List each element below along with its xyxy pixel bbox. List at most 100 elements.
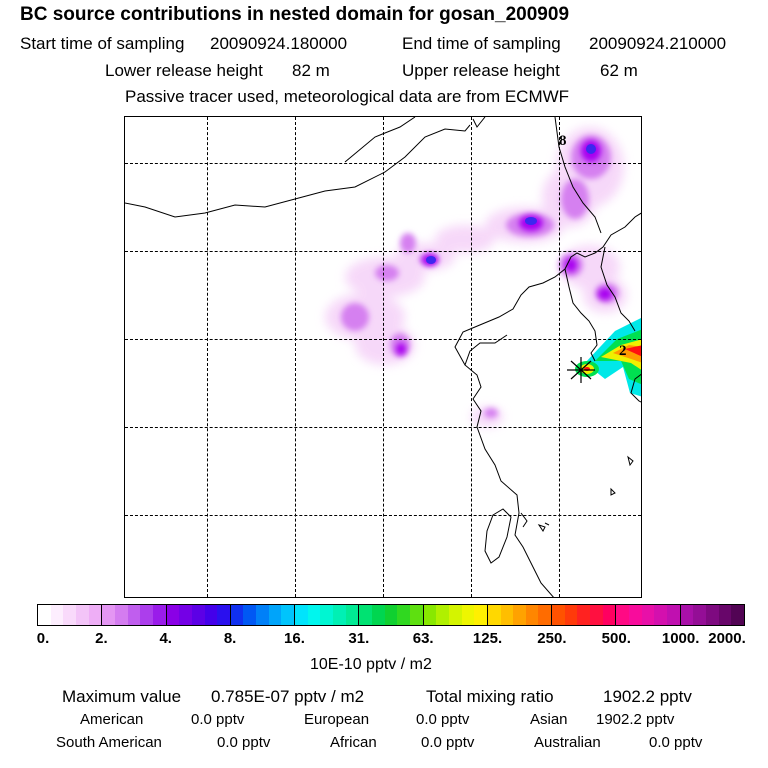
- colorbar-segment: [552, 605, 617, 625]
- colorbar-swatch: [667, 605, 680, 625]
- colorbar-swatch: [114, 605, 128, 625]
- colorbar-swatch: [436, 605, 449, 625]
- colorbar-segment: [680, 605, 744, 625]
- colorbar-swatch: [333, 605, 346, 625]
- colorbar-segment: [102, 605, 167, 625]
- region-name: South American: [56, 734, 162, 751]
- colorbar-swatch: [371, 605, 385, 625]
- colorbar-tick-label: 250.: [537, 630, 567, 647]
- colorbar-units: 10E-10 pptv / m2: [310, 656, 432, 673]
- colorbar-swatch: [345, 605, 359, 625]
- map-canvas: [125, 117, 641, 597]
- gridline-lon: [559, 117, 560, 597]
- colorbar-swatch: [63, 605, 76, 625]
- colorbar-swatch: [474, 605, 487, 625]
- gridline-lon: [383, 117, 384, 597]
- map-label-day: 2: [619, 343, 627, 359]
- colorbar-swatch: [500, 605, 514, 625]
- colorbar-swatch: [705, 605, 719, 625]
- colorbar-swatch: [75, 605, 89, 625]
- start-time-label: Start time of sampling: [20, 34, 185, 53]
- source-marker: [567, 357, 595, 383]
- colorbar-swatch: [295, 605, 308, 625]
- colorbar-swatch: [538, 605, 552, 625]
- colorbar-swatch: [718, 605, 732, 625]
- upper-release-label: Upper release height: [402, 61, 560, 80]
- colorbar-swatch: [127, 605, 141, 625]
- colorbar-swatch: [281, 605, 295, 625]
- colorbar-segment: [423, 605, 488, 625]
- colorbar-swatch: [680, 605, 694, 625]
- map-label-day: 8: [559, 133, 567, 149]
- colorbar-swatch: [384, 605, 398, 625]
- end-time-label: End time of sampling: [402, 34, 561, 53]
- colorbar-swatch: [359, 605, 372, 625]
- region-name: Australian: [534, 734, 601, 751]
- gridline-lat: [125, 163, 641, 164]
- gridline-lat: [125, 251, 641, 252]
- colorbar-tick-label: 31.: [348, 630, 370, 647]
- tracer-note: Passive tracer used, meteorological data…: [125, 87, 570, 106]
- colorbar-swatch: [590, 605, 603, 625]
- region-value: 0.0 pptv: [649, 734, 703, 751]
- gridline-lat: [125, 515, 641, 516]
- colorbar-swatch: [513, 605, 526, 625]
- region-value: 0.0 pptv: [217, 734, 271, 751]
- colorbar-swatch: [577, 605, 591, 625]
- colorbar-tick-label: 0.: [36, 630, 50, 647]
- colorbar-swatch: [88, 605, 102, 625]
- colorbar-swatch: [140, 605, 153, 625]
- colorbar-swatch: [320, 605, 334, 625]
- colorbar-swatch: [564, 605, 578, 625]
- colorbar-swatch: [50, 605, 64, 625]
- region-value: 1902.2 pptv: [596, 711, 675, 728]
- gridline-lat: [125, 427, 641, 428]
- colorbar-swatch: [693, 605, 706, 625]
- region-name: African: [330, 734, 377, 751]
- start-time-value: 20090924.180000: [210, 34, 348, 53]
- colorbar-swatch: [409, 605, 423, 625]
- region-name: Asian: [530, 711, 568, 728]
- total-mixing-value: 1902.2 pptv: [603, 687, 692, 706]
- colorbar-swatch: [461, 605, 475, 625]
- gridline-lon: [471, 117, 472, 597]
- colorbar-swatch: [243, 605, 257, 625]
- colorbar-swatch: [525, 605, 539, 625]
- colorbar-swatch: [204, 605, 218, 625]
- end-time-value: 20090924.210000: [589, 34, 727, 53]
- gridline-lon: [295, 117, 296, 597]
- gridline-lat: [125, 339, 641, 340]
- colorbar-swatch: [307, 605, 321, 625]
- colorbar-tick-label: 1000.: [661, 630, 700, 647]
- colorbar-swatch: [487, 605, 501, 625]
- colorbar-tick-label: 125.: [472, 630, 503, 647]
- colorbar-tick-label: 500.: [601, 630, 631, 647]
- colorbar-tick-label: 16.: [284, 630, 305, 647]
- colorbar-swatch: [423, 605, 437, 625]
- colorbar-swatch: [230, 605, 244, 625]
- islands: [537, 455, 634, 532]
- map-panel: 8 2: [124, 116, 642, 598]
- gridline-lon: [207, 117, 208, 597]
- colorbar-swatch: [641, 605, 655, 625]
- colorbar-swatch: [152, 605, 166, 625]
- colorbar-swatch: [616, 605, 630, 625]
- colorbar-swatch: [166, 605, 180, 625]
- colorbar-tick-label: 2.: [95, 630, 108, 647]
- colorbar-swatch: [217, 605, 230, 625]
- colorbar-swatch: [38, 605, 51, 625]
- colorbar-swatch: [602, 605, 616, 625]
- colorbar-segment: [230, 605, 296, 625]
- lower-release-value: 82 m: [292, 61, 330, 80]
- colorbar-swatch: [191, 605, 205, 625]
- region-name: European: [304, 711, 370, 728]
- colorbar-swatch: [179, 605, 192, 625]
- colorbar-segment: [487, 605, 553, 625]
- total-mixing-label: Total mixing ratio: [426, 687, 554, 706]
- colorbar-tick-label: 2000.: [708, 630, 746, 647]
- colorbar-swatch: [102, 605, 115, 625]
- colorbar-swatch: [552, 605, 565, 625]
- region-value: 0.0 pptv: [191, 711, 245, 728]
- colorbar-segment: [359, 605, 424, 625]
- colorbar-segment: [295, 605, 360, 625]
